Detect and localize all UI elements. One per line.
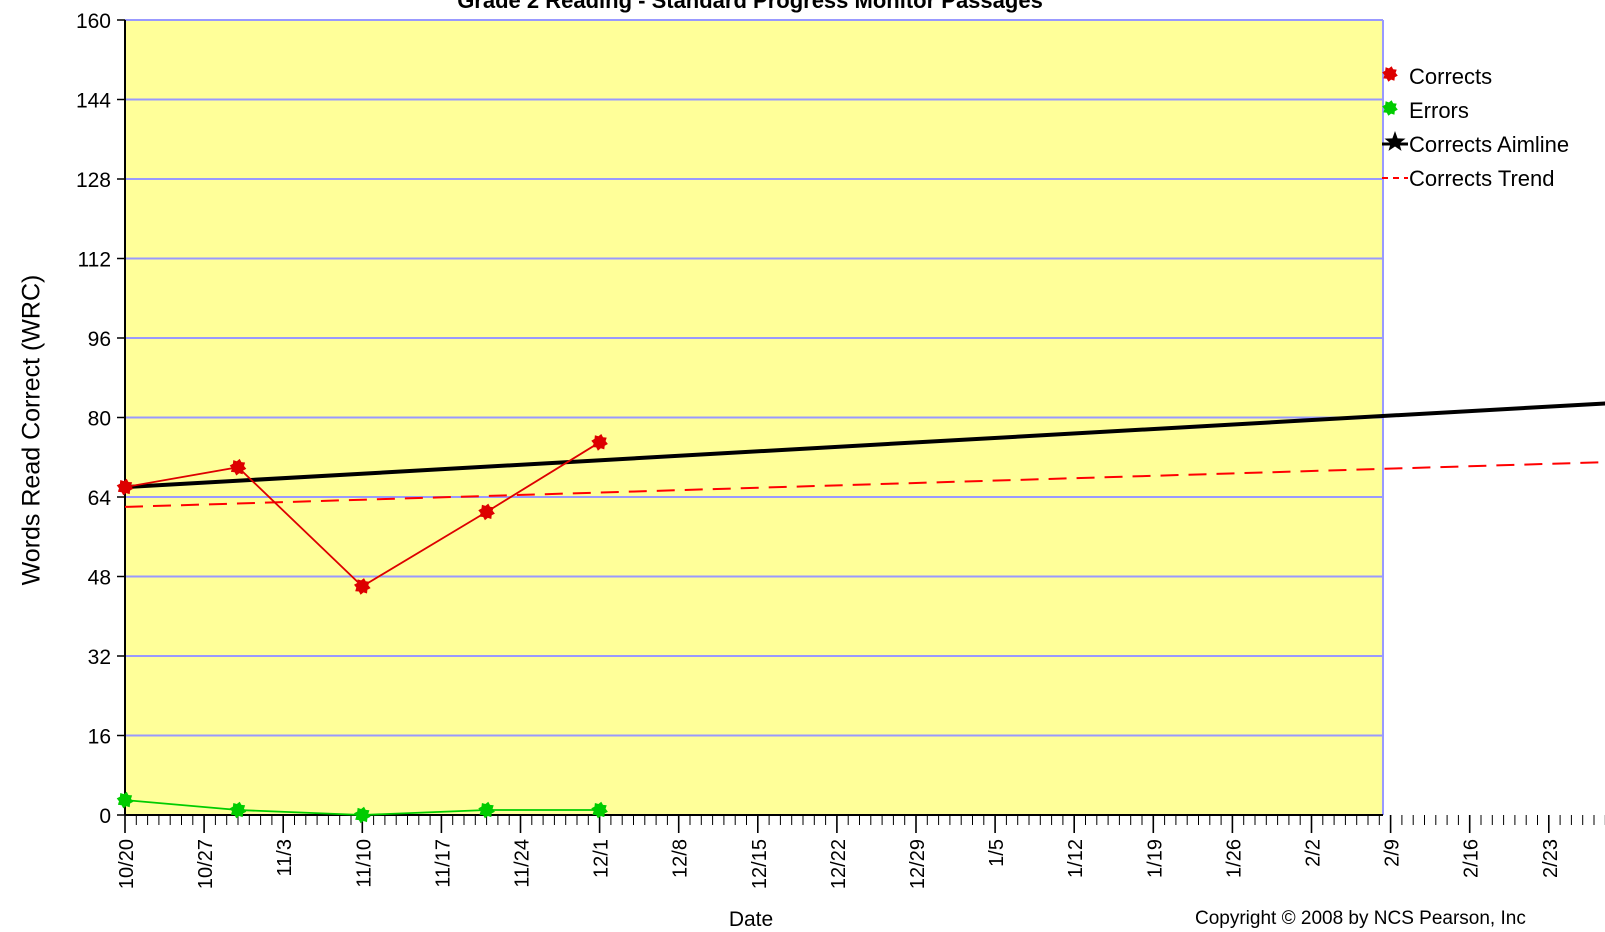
errors-point xyxy=(229,801,247,819)
x-tick-label: 2/9 xyxy=(1382,839,1404,867)
x-axis-label: Date xyxy=(728,908,774,931)
trend-line xyxy=(124,461,1605,508)
y-tick-label: 80 xyxy=(88,408,111,431)
y-tick-label: 0 xyxy=(99,805,111,828)
x-tick-label: 10/27 xyxy=(195,839,217,889)
corrects-point xyxy=(591,434,608,451)
x-tick-label: 2/2 xyxy=(1303,839,1325,867)
x-tick-label: 11/10 xyxy=(353,839,375,888)
corrects-point xyxy=(354,578,371,595)
y-tick-label: 144 xyxy=(76,90,111,113)
x-tick-label: 1/19 xyxy=(1144,839,1166,878)
x-tick-label: 12/22 xyxy=(828,839,850,889)
legend-label: Errors xyxy=(1409,98,1469,123)
series-layer xyxy=(116,401,1605,824)
y-tick-label: 96 xyxy=(88,328,111,351)
errors-marker-icon xyxy=(1382,100,1398,116)
copyright-text: Copyright © 2008 by NCS Pearson, Inc xyxy=(1195,908,1526,929)
x-tick-label: 1/12 xyxy=(1065,839,1087,878)
errors-point xyxy=(478,801,495,819)
corrects-point xyxy=(229,458,247,476)
y-tick-label: 64 xyxy=(88,487,112,510)
y-tick-label: 128 xyxy=(76,169,111,192)
y-tick-label: 32 xyxy=(88,646,111,669)
y-tick-label: 112 xyxy=(78,249,111,272)
plot-area xyxy=(125,19,1384,816)
corrects-point xyxy=(478,503,495,521)
star-line-icon xyxy=(1382,131,1408,151)
corrects-point xyxy=(116,478,134,496)
errors-point xyxy=(591,801,608,819)
x-tick-label: 12/1 xyxy=(591,839,613,878)
y-tick-label: 160 xyxy=(76,10,111,33)
chart-title: Grade 2 Reading - Standard Progress Moni… xyxy=(457,0,1043,13)
errors-point xyxy=(354,806,371,824)
x-tick-label: 2/16 xyxy=(1461,839,1483,878)
x-tick-label: 1/26 xyxy=(1223,839,1245,878)
x-tick-label: 12/29 xyxy=(907,839,929,889)
y-tick-label: 48 xyxy=(88,567,111,590)
legend-label: Corrects Aimline xyxy=(1409,132,1570,157)
x-tick-label: 12/15 xyxy=(749,839,771,889)
dashed-line-icon xyxy=(1382,177,1408,179)
x-tick-label: 2/23 xyxy=(1540,839,1562,878)
errors-point xyxy=(116,791,134,809)
axes: 0 16 32 48 64 80 96 112 128 144 160 10/20 10/27 11/3 1… xyxy=(76,10,1605,889)
legend-label: Corrects xyxy=(1409,64,1493,89)
x-tick-label: 1/5 xyxy=(986,839,1008,867)
x-tick-label: 11/3 xyxy=(274,839,296,876)
corrects-marker-icon xyxy=(1382,66,1398,82)
aimline xyxy=(124,401,1605,490)
x-tick-label: 10/20 xyxy=(116,839,138,889)
x-tick-label: 11/17 xyxy=(432,839,454,888)
y-axis-label: Words Read Correct (WRC) xyxy=(17,274,46,586)
legend-label: Corrects Trend xyxy=(1409,166,1555,191)
x-tick-label: 12/8 xyxy=(670,839,692,878)
y-tick-label: 16 xyxy=(88,726,111,749)
x-tick-label: 11/24 xyxy=(512,839,534,888)
